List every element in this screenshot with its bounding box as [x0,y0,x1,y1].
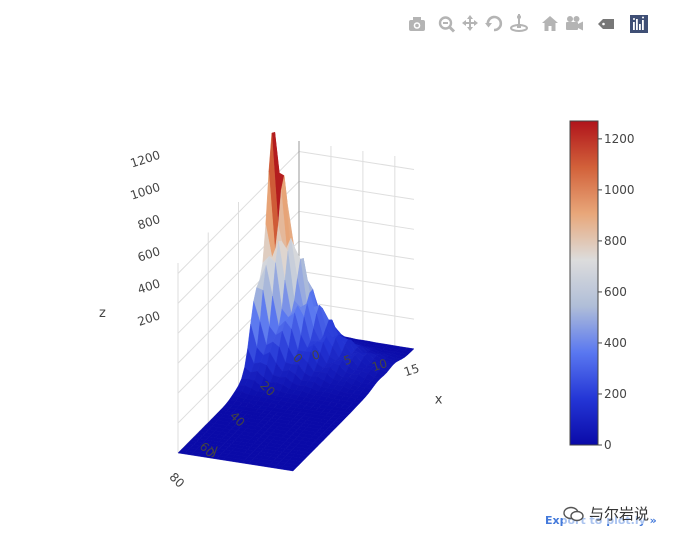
tag-icon [598,19,614,29]
grid-line-z [298,180,415,200]
colorbar-tick-label: 800 [604,234,627,248]
z-tick-label: 400 [136,276,162,296]
home-button[interactable] [539,12,561,36]
colorbar-tick-label: 1200 [604,132,635,146]
x-tick-label: 5 [342,352,354,368]
surface-cell [286,466,297,472]
z-tick-label: 800 [136,212,162,232]
x-tick-label: 15 [402,361,421,379]
colorbar-tick-label: 1000 [604,183,635,197]
surface-mesh[interactable] [177,131,415,472]
y-tick-label: 80 [166,470,187,491]
video-camera-button[interactable] [563,12,585,36]
orbit-rotation-icon [485,15,503,32]
colorbar-tick-label: 400 [604,336,627,350]
z-tick-label: 200 [136,308,162,328]
orbit-rotation-button[interactable] [483,12,505,36]
grid-line-z [298,300,415,320]
colorbar: 0 200 400 600 800 1000 1200 [569,120,635,452]
z-axis-title: z [99,306,106,321]
plotly-logo-icon [630,15,648,33]
camera-button[interactable] [406,12,428,36]
y-axis-title: y [210,443,218,458]
zoom-icon [438,16,456,33]
pan-button[interactable] [459,12,481,36]
z-tick-label: 600 [136,244,162,264]
x-tick-label: 10 [370,356,389,374]
grid-line-z [298,150,415,170]
colorbar-tick-label: 0 [604,438,612,452]
pan-icon [462,15,478,31]
colorbar-tick-label: 600 [604,285,627,299]
wechat-icon [563,506,585,522]
grid-line-z [298,270,415,290]
z-tick-label: 1200 [129,148,162,171]
x-axis-title: x [435,393,443,408]
home-icon [542,16,558,31]
colorbar-tick-label: 200 [604,387,627,401]
back-plane-xz [299,141,414,349]
turntable-rotation-icon [510,14,528,32]
watermark-text: 与尔岩说 [589,505,650,523]
modebar [402,12,662,38]
z-tick-label: 1000 [129,180,162,203]
video-camera-icon [566,16,583,31]
grid-line-z [298,240,415,260]
turntable-rotation-button[interactable] [508,12,530,36]
camera-icon [409,17,425,31]
watermark: 与尔岩说 [563,503,650,524]
zoom-button[interactable] [436,12,458,36]
grid-line-z [298,210,415,230]
tag-button[interactable] [595,12,617,36]
colorbar-gradient [569,120,599,446]
plotly-logo-button[interactable] [628,12,650,36]
x-tick-label: 0 [310,347,322,363]
